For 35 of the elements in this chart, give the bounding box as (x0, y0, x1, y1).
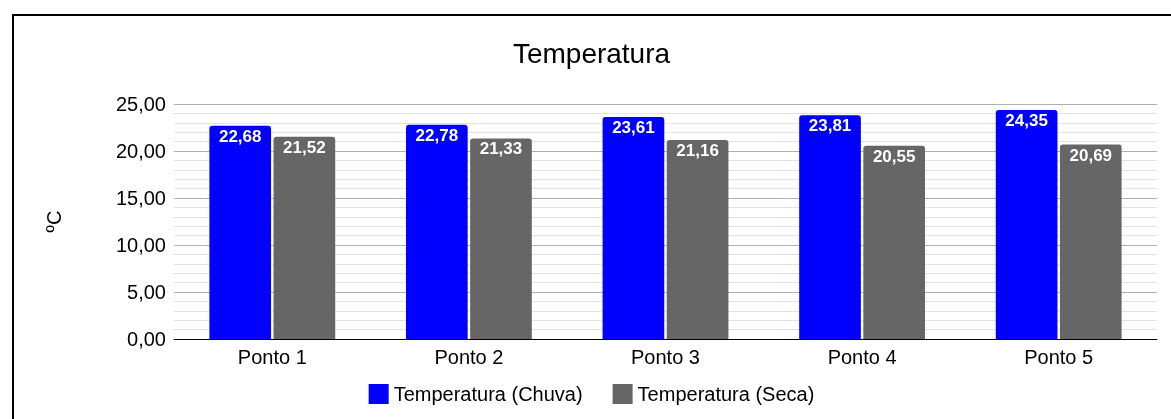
data-label: 21,52 (283, 137, 326, 157)
bar (273, 136, 336, 339)
x-tick-label: Ponto 2 (434, 346, 504, 368)
chart-title: Temperatura (512, 37, 671, 69)
x-tick-label: Ponto 3 (631, 346, 700, 368)
bar (995, 110, 1058, 339)
x-tick-label: Ponto 1 (237, 346, 307, 368)
legend-label: Temperatura (Chuva) (393, 383, 583, 405)
y-tick-label: 10,00 (115, 234, 166, 256)
data-label: 21,33 (479, 139, 523, 159)
bar (666, 140, 729, 339)
y-tick-label: 5,00 (127, 281, 166, 303)
bar (470, 138, 532, 339)
data-label: 20,69 (1069, 145, 1113, 165)
y-tick-label: 0,00 (127, 328, 166, 350)
data-label: 23,81 (808, 116, 852, 136)
x-tick-label: Ponto 4 (827, 346, 897, 368)
x-tick-label: Ponto 5 (1024, 346, 1094, 368)
data-label: 20,55 (872, 146, 916, 166)
bar (405, 124, 468, 339)
y-tick-label: 20,00 (115, 140, 166, 162)
legend-label: Temperatura (Seca) (637, 383, 815, 405)
y-tick-label: 25,00 (115, 93, 166, 115)
data-label: 23,61 (612, 118, 655, 138)
bar (602, 117, 665, 339)
y-axis-title: ºC (43, 210, 65, 233)
data-label: 22,68 (218, 126, 262, 146)
bar (863, 145, 926, 339)
data-label: 22,78 (415, 125, 459, 145)
data-label: 24,35 (1005, 111, 1048, 131)
data-label: 21,16 (676, 141, 719, 161)
bar (209, 125, 272, 339)
bar (799, 115, 861, 339)
bar (1059, 144, 1122, 339)
y-tick-label: 15,00 (115, 187, 166, 209)
